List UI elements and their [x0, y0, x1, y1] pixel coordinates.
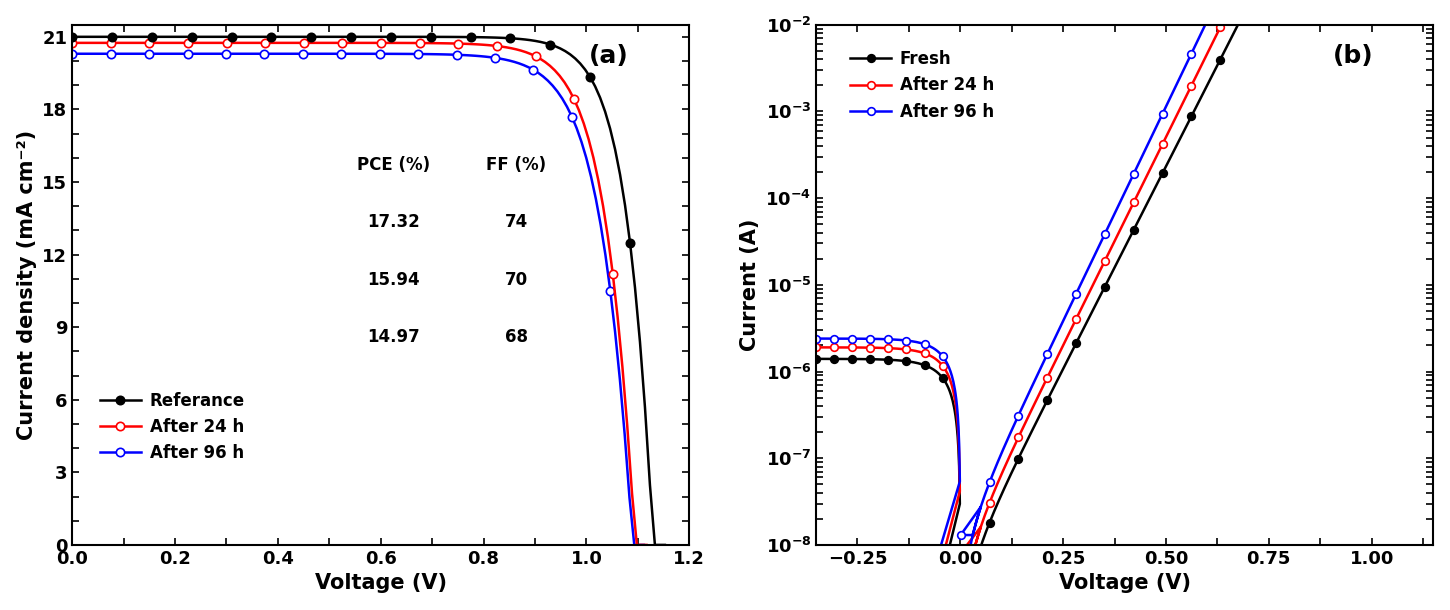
Y-axis label: Current density (mA cm⁻²): Current density (mA cm⁻²) [16, 130, 36, 440]
After 24 h [1144, 159, 1161, 167]
Text: 70: 70 [505, 271, 528, 289]
Line: Fresh: Fresh [812, 0, 1425, 610]
Text: 17.32: 17.32 [367, 214, 419, 231]
Text: (b): (b) [1333, 44, 1373, 68]
Fresh [932, 373, 950, 380]
Line: After 24 h: After 24 h [68, 38, 651, 549]
After 24 h [518, 49, 535, 56]
After 96 h [625, 541, 642, 548]
Line: After 96 h: After 96 h [812, 0, 1425, 610]
Referance [64, 33, 81, 40]
After 24 h [638, 541, 655, 548]
After 24 h [218, 39, 235, 46]
After 96 h [380, 50, 397, 57]
Fresh [1037, 401, 1054, 409]
After 24 h [628, 541, 645, 548]
Y-axis label: Current (A): Current (A) [740, 218, 760, 351]
Referance [392, 33, 409, 40]
Fresh [808, 355, 825, 362]
Text: 74: 74 [505, 214, 528, 231]
Text: FF (%): FF (%) [486, 156, 547, 174]
Referance [647, 541, 664, 548]
Referance [657, 541, 674, 548]
After 24 h [1037, 379, 1054, 386]
After 96 h [808, 335, 825, 342]
After 96 h [1037, 356, 1054, 363]
X-axis label: Voltage (V): Voltage (V) [315, 573, 447, 594]
After 24 h [381, 39, 399, 46]
After 96 h [184, 50, 202, 57]
After 96 h [1185, 45, 1202, 52]
Fresh [1185, 108, 1202, 115]
After 96 h [457, 51, 474, 59]
Line: After 24 h: After 24 h [812, 0, 1425, 610]
After 24 h [1185, 77, 1202, 85]
After 24 h [619, 422, 637, 429]
Fresh [1144, 187, 1161, 195]
After 96 h [616, 431, 634, 438]
Legend: Referance, After 24 h, After 96 h: Referance, After 24 h, After 96 h [93, 385, 251, 469]
Text: 15.94: 15.94 [367, 271, 419, 289]
After 96 h [64, 50, 81, 57]
Text: PCE (%): PCE (%) [357, 156, 429, 174]
Fresh [1195, 88, 1212, 95]
Referance [188, 33, 206, 40]
After 24 h [184, 39, 202, 46]
X-axis label: Voltage (V): Voltage (V) [1058, 573, 1190, 594]
Referance [223, 33, 241, 40]
Legend: Fresh, After 24 h, After 96 h: Fresh, After 24 h, After 96 h [842, 43, 1000, 127]
After 96 h [1144, 129, 1161, 137]
After 24 h [64, 39, 81, 46]
After 96 h [218, 50, 235, 57]
Text: 14.97: 14.97 [367, 328, 419, 346]
After 96 h [1195, 24, 1212, 31]
Text: 68: 68 [505, 328, 528, 346]
Line: After 96 h: After 96 h [68, 49, 648, 549]
After 96 h [515, 62, 532, 69]
After 96 h [635, 541, 652, 548]
After 96 h [932, 351, 950, 358]
Line: Referance: Referance [68, 33, 668, 549]
Text: (a): (a) [589, 44, 629, 68]
After 24 h [460, 40, 477, 48]
After 24 h [1195, 56, 1212, 63]
Referance [532, 38, 550, 46]
After 24 h [932, 361, 950, 368]
Referance [637, 403, 654, 411]
Referance [471, 34, 489, 41]
After 24 h [808, 343, 825, 351]
